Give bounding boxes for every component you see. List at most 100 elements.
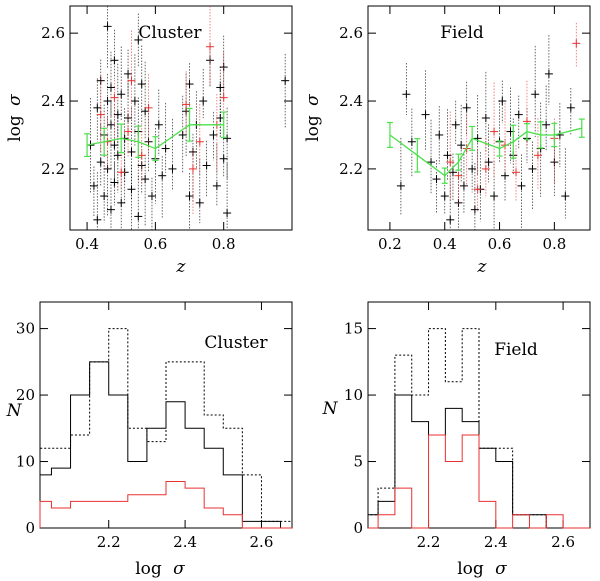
data-point	[124, 77, 133, 138]
data-point	[219, 129, 228, 178]
x-axis-label: log σ	[135, 559, 185, 579]
data-point	[106, 51, 115, 117]
panel-cluster-z: Cluster z log σ 0.4 0.6 0.8 2.2 2.4 2.6	[5, 5, 293, 277]
x-tick-label: 2.4	[484, 533, 508, 551]
data-point	[481, 138, 490, 197]
ticks	[70, 6, 292, 230]
mean-point	[578, 118, 585, 138]
data-point	[407, 108, 416, 177]
mean-point	[386, 121, 393, 149]
panel-cluster-hist: Cluster log σ N 2.2 2.4 2.6 0 10 20 30	[6, 301, 293, 579]
data-point	[427, 119, 436, 194]
data-point	[446, 111, 455, 201]
data-point	[457, 104, 466, 183]
y-tick-label: 10	[344, 386, 363, 404]
data-point	[124, 49, 133, 98]
x-axis-label-symbol: σ	[495, 559, 507, 579]
mean-point	[118, 123, 125, 154]
data-point	[212, 93, 221, 173]
y-tick-label: 2.6	[339, 24, 363, 42]
y-axis-label: log σ	[303, 94, 323, 142]
data-point	[93, 78, 102, 142]
x-tick-label: 2.4	[173, 533, 197, 551]
data-point	[103, 6, 112, 68]
panel-title: Cluster	[204, 333, 268, 353]
data-point	[127, 107, 136, 201]
ticks	[368, 6, 590, 230]
y-tick-label: 2.4	[339, 92, 363, 110]
x-tick-label: 2.6	[250, 533, 274, 551]
data-point	[484, 124, 493, 183]
y-tick-label: 2.2	[41, 160, 65, 178]
data-point	[566, 87, 575, 135]
tick-labels: 0.4 0.6 0.8 2.2 2.4 2.6	[41, 24, 235, 253]
tick-labels: 2.2 2.4 2.6 0 10 20 30	[16, 320, 273, 551]
data-point	[110, 162, 119, 206]
mean-point	[152, 136, 159, 161]
mean-point	[537, 121, 544, 149]
data-point	[223, 107, 232, 179]
svg-text:log σ: log σ	[303, 94, 323, 142]
mean-point	[523, 123, 530, 141]
data-point	[531, 45, 540, 138]
data-point	[202, 140, 211, 198]
data-point	[512, 145, 520, 202]
data-point	[473, 150, 482, 212]
data-point	[216, 66, 225, 137]
tick-labels: 0.2 0.4 0.6 0.8 2.2 2.4 2.6	[339, 24, 566, 253]
histogram-outline	[367, 394, 590, 529]
mean-point	[135, 125, 142, 158]
histogram-outline	[39, 328, 292, 528]
data-point	[451, 100, 460, 144]
data-point	[192, 91, 201, 169]
data-point	[110, 79, 119, 143]
data-point	[113, 63, 122, 144]
data-point	[533, 118, 542, 189]
data-point	[161, 102, 170, 173]
y-axis-label: N	[322, 399, 339, 419]
x-tick-label: 0.2	[378, 235, 402, 253]
tick-labels: 2.2 2.4 2.6 0 5 10 15	[344, 320, 575, 551]
data-point	[206, 6, 215, 86]
svg-text:log σ: log σ	[5, 94, 25, 142]
data-point	[402, 63, 411, 116]
panel-title: Cluster	[138, 23, 202, 43]
data-point	[199, 68, 208, 119]
histogram-primary	[367, 394, 590, 529]
data-point	[106, 101, 115, 171]
data-point	[96, 59, 105, 130]
data-marks	[84, 6, 290, 230]
axes-frame	[39, 301, 293, 529]
ticks	[40, 302, 292, 529]
data-point	[113, 116, 122, 193]
data-point	[536, 102, 545, 197]
data-point	[127, 30, 136, 117]
axes-frame	[367, 5, 591, 231]
x-tick-label: 2.2	[97, 533, 121, 551]
mean-point	[455, 153, 462, 171]
mean-point	[510, 124, 517, 159]
x-axis-label: log σ	[457, 559, 507, 579]
data-point	[517, 154, 526, 230]
data-point	[93, 172, 102, 230]
axes-frame	[69, 5, 293, 231]
data-point	[209, 111, 218, 161]
data-point	[490, 160, 499, 230]
data-point	[182, 71, 191, 135]
histogram-red	[368, 434, 590, 529]
data-point	[168, 118, 177, 190]
data-point	[462, 81, 471, 135]
data-point	[528, 141, 537, 210]
data-point	[182, 73, 191, 156]
histogram-primary	[39, 361, 292, 529]
data-point	[498, 80, 507, 124]
histogram-outline	[39, 480, 292, 529]
data-point	[459, 154, 468, 215]
y-axis-label: log σ	[5, 94, 25, 142]
y-tick-label: 2.4	[41, 92, 65, 110]
x-tick-label: 0.4	[433, 235, 457, 253]
x-axis-label-prefix: log	[457, 559, 484, 579]
data-point	[106, 178, 115, 230]
data-point	[117, 154, 126, 190]
